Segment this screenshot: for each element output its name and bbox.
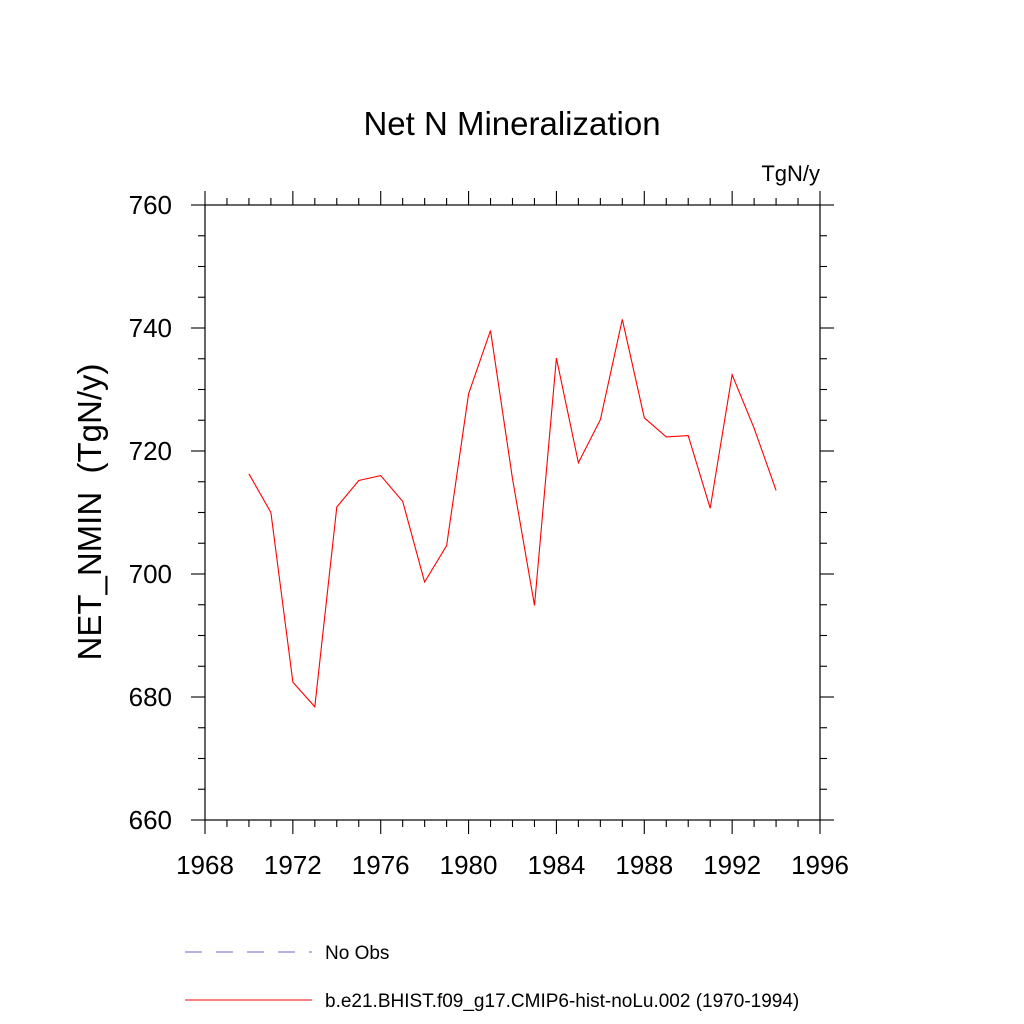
plot-frame	[204, 204, 821, 821]
y-axis-label: NET_NMIN (TgN/y)	[71, 364, 108, 661]
x-tick-label: 1980	[440, 850, 498, 880]
x-tick-label: 1972	[264, 850, 322, 880]
y-tick-label: 760	[129, 190, 172, 220]
x-tick-label: 1968	[176, 850, 234, 880]
x-tick-label: 1992	[703, 850, 761, 880]
chart-title: Net N Mineralization	[363, 105, 660, 142]
legend-label: No Obs	[325, 943, 389, 964]
legend: No Obs b.e21.BHIST.f09_g17.CMIP6-hist-noL…	[185, 943, 799, 1012]
axis-ticks	[191, 191, 834, 834]
y-tick-label: 700	[129, 559, 172, 589]
y-tick-label: 720	[129, 436, 172, 466]
y-tick-label: 680	[129, 682, 172, 712]
units-label: TgN/y	[761, 161, 820, 186]
axis-tick-labels: 1968 1972 1976 1980 1984 1988 1992 1996 660 680 70…	[129, 190, 849, 880]
x-tick-label: 1976	[352, 850, 410, 880]
data-series	[248, 319, 777, 709]
x-tick-label: 1996	[791, 850, 849, 880]
y-tick-label: 740	[129, 313, 172, 343]
y-tick-label: 660	[129, 805, 172, 835]
legend-label: b.e21.BHIST.f09_g17.CMIP6-hist-noLu.002 …	[325, 991, 799, 1012]
series-line	[248, 319, 777, 709]
x-tick-label: 1988	[615, 850, 673, 880]
x-tick-label: 1984	[528, 850, 586, 880]
